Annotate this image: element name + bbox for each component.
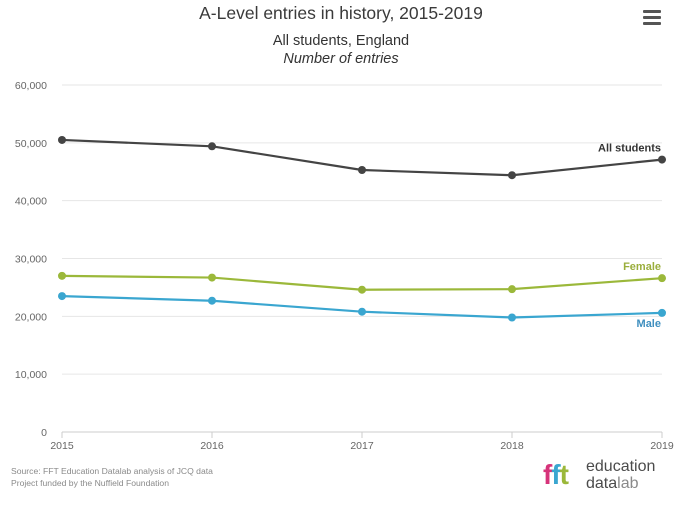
- chart-subtitle: All students, England: [272, 33, 410, 49]
- y-tick-label: 60,000: [15, 80, 47, 92]
- menu-bar: [643, 16, 661, 19]
- data-point: [358, 166, 366, 175]
- y-tick-label: 40,000: [15, 196, 47, 208]
- logo-word-education: education: [586, 458, 656, 475]
- x-tick-label: 2015: [50, 440, 74, 452]
- menu-bar: [643, 10, 661, 13]
- hamburger-menu-icon[interactable]: [641, 8, 663, 26]
- chart-title: A-Level entries in history, 2015-2019: [199, 3, 483, 23]
- data-point: [508, 285, 516, 294]
- series-label: All students: [598, 143, 661, 155]
- y-tick-label: 30,000: [15, 254, 47, 266]
- data-point: [508, 313, 516, 322]
- logo-letter-t: t: [559, 459, 569, 490]
- source-line: Source: FFT Education Datalab analysis o…: [11, 466, 213, 476]
- menu-bar: [643, 22, 661, 25]
- line-chart: 0 10,000 20,000 30,000 40,000 50,000 60,000 20…: [15, 80, 674, 452]
- chart-subtitle-units: Number of entries: [283, 51, 399, 67]
- data-point: [58, 135, 66, 144]
- series-label: Male: [637, 318, 661, 330]
- logo-wordmark: education datalab: [586, 458, 655, 492]
- logo-letter-f2: f: [551, 459, 560, 490]
- gridlines: [62, 84, 662, 375]
- logo-word-lab: lab: [617, 475, 639, 492]
- data-point: [358, 285, 366, 294]
- y-tick-label: 10,000: [15, 369, 47, 381]
- data-point: [208, 142, 216, 151]
- x-tick-label: 2017: [350, 440, 374, 452]
- data-point: [358, 307, 366, 316]
- data-point: [658, 274, 666, 283]
- y-tick-label: 50,000: [15, 138, 47, 150]
- series-label: Female: [623, 261, 661, 273]
- data-point: [208, 273, 216, 282]
- x-tick-label: 2019: [650, 440, 674, 452]
- logo-letter-f1: f: [543, 459, 552, 490]
- series-group: [58, 135, 666, 322]
- data-point: [508, 171, 516, 180]
- funding-line: Project funded by the Nuffield Foundatio…: [11, 478, 169, 488]
- data-point: [58, 271, 66, 280]
- x-tick-label: 2016: [200, 440, 224, 452]
- data-point: [58, 292, 66, 301]
- series-labels: All students Female Male: [598, 143, 661, 330]
- y-tick-label: 0: [41, 427, 47, 439]
- data-point: [658, 155, 666, 164]
- source-note: Source: FFT Education Datalab analysis o…: [11, 465, 213, 489]
- data-point: [658, 308, 666, 317]
- y-tick-label: 20,000: [15, 311, 47, 323]
- x-tick-label: 2018: [500, 440, 524, 452]
- y-axis: 0 10,000 20,000 30,000 40,000 50,000 60,000: [15, 80, 47, 439]
- data-point: [208, 296, 216, 305]
- fft-education-datalab-logo: fft education datalab: [543, 458, 678, 494]
- logo-word-data: data: [586, 475, 618, 492]
- fft-logo-mark: fft: [543, 459, 569, 490]
- x-axis: 2015 2016 2017 2018 2019: [50, 431, 674, 452]
